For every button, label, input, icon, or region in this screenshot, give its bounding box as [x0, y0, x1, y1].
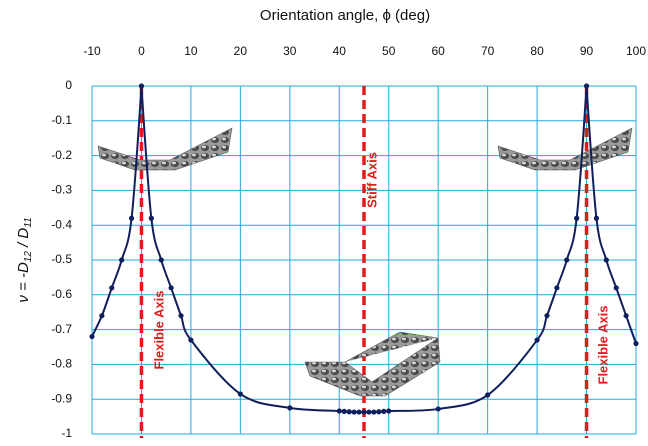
y-tick-label: -0.4	[51, 217, 72, 231]
point	[99, 313, 104, 318]
y-label-part: ν = -D	[15, 262, 32, 303]
point	[119, 257, 124, 262]
point	[352, 409, 357, 414]
point	[169, 285, 174, 290]
chart: Orientation angle, ϕ (deg) ν = -D12 / D1…	[0, 0, 648, 446]
point	[534, 337, 539, 342]
point	[337, 408, 342, 413]
point	[633, 341, 638, 346]
point	[436, 406, 441, 411]
y-tick-label: -1	[61, 426, 72, 440]
x-tick-label: 40	[333, 44, 347, 58]
chart-title: Orientation angle, ϕ (deg)	[260, 7, 430, 24]
point	[356, 409, 361, 414]
y-tick-label: 0	[65, 78, 72, 92]
point	[386, 408, 391, 413]
y-tick-label: -0.6	[51, 287, 72, 301]
point	[238, 391, 243, 396]
point	[604, 257, 609, 262]
x-tick-label: 90	[580, 44, 594, 58]
reference-label: Flexible Axis	[595, 306, 610, 385]
x-tick-label: 30	[283, 44, 297, 58]
y-tick-label: -0.9	[51, 391, 72, 405]
x-tick-label: 0	[138, 44, 145, 58]
y-label-part: / D	[15, 228, 32, 252]
reference-label: Stiff Axis	[364, 152, 379, 208]
x-tick-label: 80	[530, 44, 544, 58]
x-tick-label: 70	[481, 44, 495, 58]
point	[159, 257, 164, 262]
plate-image	[498, 128, 632, 170]
point	[381, 409, 386, 414]
point	[361, 409, 366, 414]
y-label-sub: 11	[23, 217, 34, 227]
y-tick-label: -0.1	[51, 113, 72, 127]
x-tick-label: 60	[432, 44, 446, 58]
y-label-sub: 12	[23, 251, 34, 263]
point	[614, 285, 619, 290]
y-tick-label: -0.5	[51, 252, 72, 266]
y-tick-label: -0.8	[51, 357, 72, 371]
x-tick-label: 20	[234, 44, 248, 58]
point	[366, 409, 371, 414]
point	[554, 285, 559, 290]
point	[342, 409, 347, 414]
point	[584, 83, 589, 88]
y-tick-label: -0.3	[51, 183, 72, 197]
y-tick-label: -0.2	[51, 148, 72, 162]
x-tick-label: -10	[83, 44, 101, 58]
point	[574, 216, 579, 221]
point	[149, 216, 154, 221]
point	[544, 313, 549, 318]
point	[188, 337, 193, 342]
point	[287, 405, 292, 410]
point	[594, 216, 599, 221]
point	[139, 83, 144, 88]
x-tick-label: 100	[626, 44, 646, 58]
point	[564, 257, 569, 262]
reference-label: Flexible Axis	[151, 291, 166, 370]
point	[129, 216, 134, 221]
plate-image	[98, 128, 232, 170]
x-tick-label: 10	[184, 44, 198, 58]
point	[485, 392, 490, 397]
point	[624, 313, 629, 318]
y-axis-label: ν = -D12 / D11	[15, 217, 34, 302]
point	[376, 409, 381, 414]
point	[371, 409, 376, 414]
x-tick-label: 50	[382, 44, 396, 58]
point	[89, 334, 94, 339]
point	[109, 285, 114, 290]
point	[347, 409, 352, 414]
y-tick-label: -0.7	[51, 322, 72, 336]
point	[178, 313, 183, 318]
